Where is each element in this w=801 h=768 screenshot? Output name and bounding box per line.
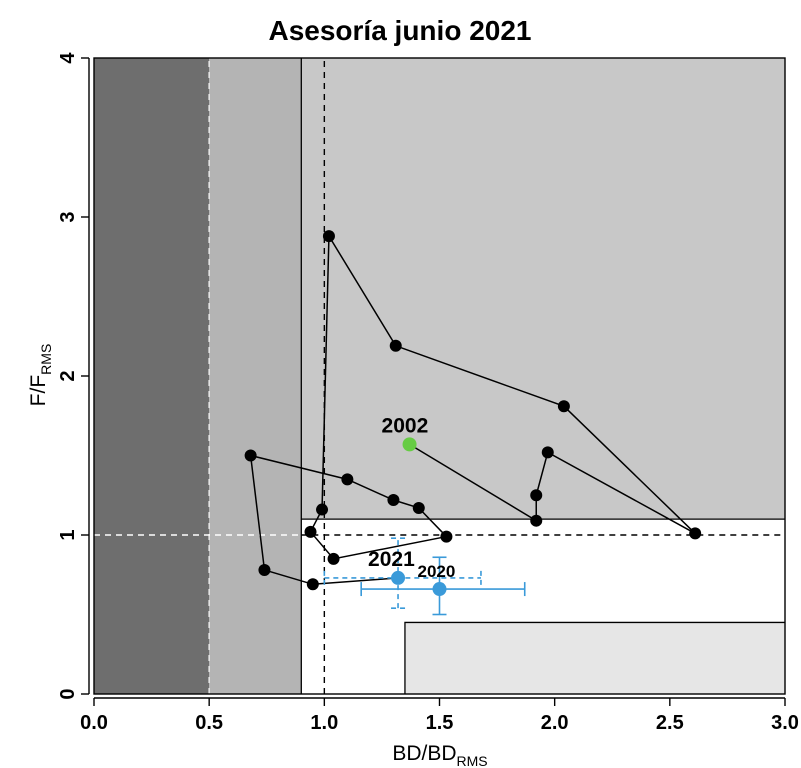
trajectory-point: [412, 501, 425, 514]
x-axis-ticks: 0.0 0.5 1.0 1.5 2.0 2.5 3.0: [80, 697, 799, 734]
zone-border-underexploited: [404, 621, 785, 694]
zone-collapse: [94, 58, 210, 694]
y-tick-label: 2: [57, 370, 79, 381]
trajectory-point: [389, 339, 402, 352]
y-tick-label: 3: [57, 211, 79, 222]
trajectory-point: [258, 563, 271, 576]
trajectory-point: [530, 489, 543, 502]
trajectory-point: [327, 552, 340, 565]
trajectory-point: [341, 473, 354, 486]
x-tick-label: 1.5: [426, 712, 454, 734]
zone-depleted: [209, 58, 302, 694]
trajectory-point: [689, 527, 702, 540]
x-tick-label: 3.0: [771, 712, 799, 734]
x-tick-label: 2.0: [541, 712, 569, 734]
trajectory-point: [387, 494, 400, 507]
trajectory-point: [530, 514, 543, 527]
trajectory-point: [306, 578, 319, 591]
plot-frame: [93, 57, 786, 695]
trajectory-point: [322, 230, 335, 243]
x-tick-label: 2.5: [656, 712, 684, 734]
x-axis-label-sub: RMS: [457, 753, 488, 768]
point-label-2021: 2021: [368, 548, 415, 571]
highlight-point-2020: [432, 582, 447, 597]
y-axis-ticks: 0 1 2 3 4: [57, 52, 90, 700]
x-tick-label: 0.5: [195, 712, 223, 734]
point-label-2020: 2020: [418, 562, 456, 581]
trajectory-point: [440, 530, 453, 543]
y-axis-label-main: F/F: [27, 375, 50, 407]
x-tick-label: 0.0: [80, 712, 108, 734]
trajectory-point: [244, 449, 257, 462]
zone-overexploited: [301, 58, 785, 520]
chart-title: Asesoría junio 2021: [268, 15, 531, 46]
y-tick-label: 1: [57, 529, 79, 540]
trajectory-point: [316, 503, 329, 516]
y-axis-label: F/FRMS: [27, 344, 54, 407]
highlight-point-2002: [402, 437, 417, 452]
y-axis-label-sub: RMS: [38, 344, 54, 375]
x-axis-label: BD/BDRMS: [392, 742, 487, 768]
point-label-2002: 2002: [382, 414, 429, 437]
plot-border: [93, 57, 786, 695]
trajectory-point: [304, 525, 317, 538]
x-axis-label-main: BD/BD: [392, 742, 456, 765]
reference-lines: [94, 58, 785, 694]
x-tick-label: 1.0: [310, 712, 338, 734]
stock-status-zones: [94, 58, 785, 694]
zone-underexploited: [404, 622, 785, 694]
trajectory-series: [244, 230, 702, 591]
trajectory-point: [557, 400, 570, 413]
trajectory-point: [541, 446, 554, 459]
y-tick-label: 0: [57, 688, 79, 699]
highlight-point-2021: [391, 570, 406, 585]
y-tick-label: 4: [57, 52, 79, 64]
